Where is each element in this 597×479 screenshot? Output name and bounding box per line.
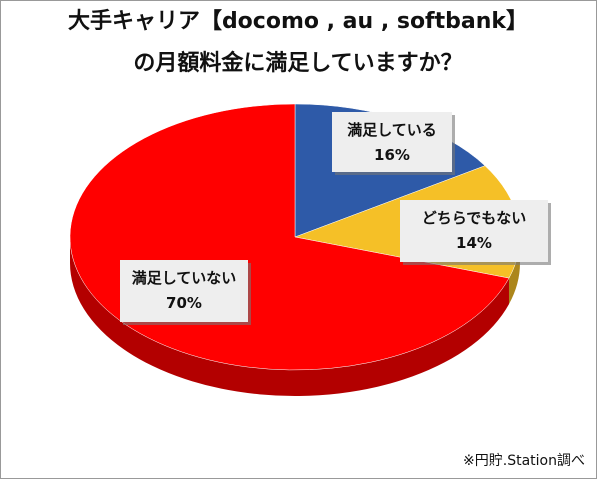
label-box [120,260,248,322]
label-box [332,112,452,172]
pie-side [70,237,509,397]
source-note: ※円貯.Station調べ [463,453,585,469]
chart-title: の月額料金に満足していますか？ [133,50,462,76]
category-label: 満足していない [132,269,237,287]
pie-side [508,237,520,305]
chart-title: 大手キャリア【docomo , au , softbank】 [68,9,528,34]
category-label: 満足している [347,121,437,139]
labels: 満足している 16% どちらでもない 14% 満足していない 70% [120,112,551,325]
value-label: 16% [374,146,410,164]
value-label: 14% [456,234,492,252]
value-label: 70% [166,294,202,312]
category-label: どちらでもない [422,209,527,227]
label-box [400,200,548,262]
